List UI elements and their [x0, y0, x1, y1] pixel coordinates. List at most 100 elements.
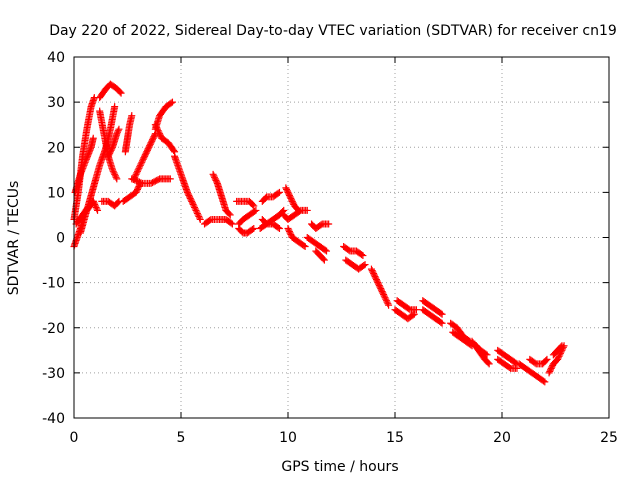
data-point: [285, 227, 293, 235]
data-point: [148, 136, 156, 144]
data-point: [323, 247, 331, 255]
x-axis-label: GPS time / hours: [281, 459, 398, 475]
data-point: [107, 146, 115, 154]
data-point: [438, 319, 446, 327]
data-point: [369, 268, 377, 276]
data-point: [485, 360, 493, 368]
data-point: [114, 128, 122, 136]
data-point: [287, 194, 295, 202]
data-point: [131, 176, 139, 184]
data-point: [153, 124, 161, 132]
data-point: [375, 282, 383, 290]
data-point: [186, 194, 194, 202]
data-point: [93, 205, 101, 213]
data-point: [140, 154, 148, 162]
data-point: [111, 170, 119, 178]
data-point: [141, 152, 149, 160]
data-point: [141, 151, 149, 159]
data-point: [128, 175, 136, 183]
data-point: [380, 291, 388, 299]
data-point: [209, 170, 217, 178]
data-point: [285, 226, 293, 234]
data-point: [279, 208, 287, 216]
data-point: [282, 184, 290, 192]
data-point: [152, 122, 160, 130]
data-track: [367, 265, 393, 309]
data-point: [547, 364, 555, 372]
data-point: [154, 127, 162, 135]
data-point: [367, 265, 375, 273]
data-point: [156, 131, 164, 139]
data-point: [109, 167, 117, 175]
data-point: [319, 255, 327, 263]
data-point: [129, 175, 137, 183]
x-tick-label: 25: [600, 430, 618, 446]
data-track: [308, 220, 333, 232]
data-point: [410, 310, 418, 318]
data-point: [191, 203, 199, 211]
data-point: [136, 163, 144, 171]
data-point: [225, 210, 233, 218]
data-point: [288, 197, 296, 205]
data-point: [226, 211, 234, 219]
data-point: [143, 146, 151, 154]
data-point: [325, 220, 333, 228]
data-point: [228, 220, 236, 228]
data-points: [70, 80, 568, 386]
data-point: [249, 201, 257, 209]
data-point: [558, 342, 566, 350]
data-point: [133, 167, 141, 175]
data-point: [156, 130, 164, 138]
data-track: [233, 197, 258, 210]
data-track: [284, 224, 309, 251]
data-point: [142, 149, 150, 157]
data-track: [391, 306, 418, 323]
data-point: [132, 188, 140, 196]
data-track: [303, 234, 331, 255]
data-point: [379, 289, 387, 297]
data-track: [526, 355, 551, 368]
data-point: [274, 224, 282, 232]
data-point: [382, 295, 390, 303]
data-point: [321, 246, 329, 254]
data-point: [384, 300, 392, 308]
data-point: [320, 256, 328, 264]
data-track: [235, 206, 260, 228]
data-point: [112, 173, 120, 181]
y-tick-label: -30: [42, 366, 65, 382]
data-point: [106, 148, 114, 156]
data-point: [184, 190, 192, 198]
data-point: [115, 125, 123, 133]
data-track: [256, 206, 288, 232]
data-point: [108, 145, 116, 153]
x-tick-label: 5: [177, 430, 186, 446]
data-point: [540, 377, 548, 385]
data-point: [109, 166, 117, 174]
data-point: [114, 127, 122, 135]
data-point: [166, 175, 174, 183]
data-point: [372, 274, 380, 282]
data-point: [134, 184, 142, 192]
data-point: [206, 216, 214, 224]
data-point: [146, 142, 154, 150]
y-tick-label: -40: [42, 411, 65, 427]
data-point: [383, 298, 391, 306]
y-tick-label: 0: [56, 231, 65, 247]
data-track: [282, 184, 303, 214]
data-track: [96, 80, 125, 102]
data-point: [358, 251, 366, 259]
data-point: [143, 148, 151, 156]
data-point: [438, 310, 446, 318]
data-point: [377, 285, 385, 293]
data-point: [149, 134, 157, 142]
data-point: [151, 121, 159, 129]
data-point: [195, 212, 203, 220]
data-point: [91, 202, 99, 210]
data-point: [288, 196, 296, 204]
data-point: [138, 158, 146, 166]
data-point: [286, 229, 294, 237]
data-point: [287, 230, 295, 238]
y-tick-label: 40: [47, 50, 65, 66]
data-point: [283, 187, 291, 195]
grid: [74, 57, 609, 418]
